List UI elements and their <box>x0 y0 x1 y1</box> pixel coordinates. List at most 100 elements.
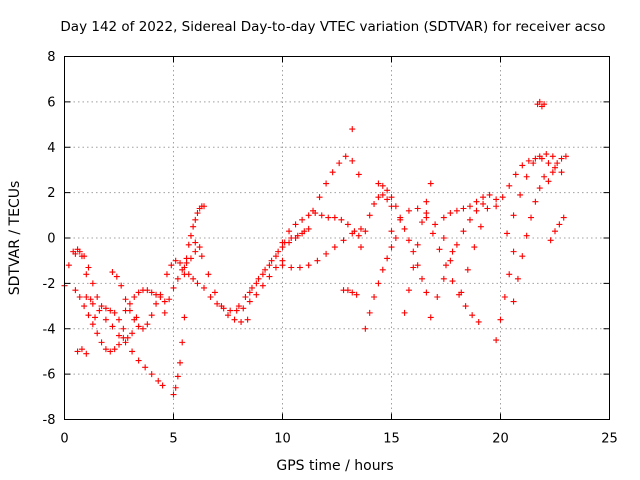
x-tick-label: 10 <box>274 432 291 447</box>
data-point <box>118 282 125 289</box>
series-track-22 <box>357 191 395 251</box>
data-point <box>85 312 92 319</box>
data-point <box>423 289 430 296</box>
data-point <box>253 280 260 287</box>
data-point <box>344 221 351 228</box>
data-point <box>429 230 436 237</box>
data-point <box>314 257 321 264</box>
data-point <box>371 293 378 300</box>
data-point <box>506 271 513 278</box>
data-point <box>449 278 456 285</box>
data-point <box>466 216 473 223</box>
data-point <box>545 160 552 167</box>
data-point <box>388 228 395 235</box>
data-point <box>78 346 85 353</box>
data-point <box>552 164 558 171</box>
data-point <box>543 151 550 158</box>
data-point <box>85 264 92 271</box>
data-point <box>129 330 136 337</box>
data-point <box>443 262 449 269</box>
data-point <box>170 391 177 398</box>
data-point <box>392 203 399 210</box>
data-point <box>211 289 218 296</box>
data-point <box>419 275 426 282</box>
data-point <box>177 259 184 266</box>
data-point <box>244 316 251 323</box>
data-point <box>161 309 168 316</box>
series-track-33 <box>510 173 548 305</box>
series-track-29 <box>440 191 500 221</box>
data-point <box>131 316 138 323</box>
data-point <box>519 253 526 260</box>
data-point <box>177 359 184 366</box>
data-point <box>536 185 543 192</box>
data-point <box>366 212 373 219</box>
data-point <box>379 191 386 198</box>
data-point <box>227 307 234 314</box>
data-point <box>279 239 286 246</box>
series-track-19 <box>310 153 362 214</box>
data-point <box>357 244 364 251</box>
data-point <box>405 237 412 244</box>
data-point <box>94 330 101 337</box>
data-point <box>469 312 476 319</box>
grid-lines <box>64 56 610 420</box>
data-point <box>449 248 456 255</box>
series-track-08 <box>159 382 166 389</box>
data-point <box>499 194 506 201</box>
data-point <box>148 371 155 378</box>
data-point <box>109 323 116 330</box>
data-point <box>159 382 166 389</box>
series-track-26 <box>388 205 456 255</box>
series-track-32 <box>493 155 565 210</box>
data-point <box>183 255 190 262</box>
data-point <box>153 300 160 307</box>
data-point <box>473 207 480 214</box>
data-point <box>155 377 162 384</box>
data-point <box>410 264 417 271</box>
series-track-25 <box>401 180 434 316</box>
data-point <box>166 296 173 303</box>
series-track-28 <box>427 200 487 321</box>
axis-ticks: 0 5 10 15 20 25 -8 -6 -4 -2 0 2 4 6 8 <box>43 50 618 447</box>
data-point <box>98 339 105 346</box>
data-point <box>168 262 175 269</box>
x-tick-label: 20 <box>492 432 509 447</box>
data-point <box>552 228 558 235</box>
data-point <box>331 244 338 251</box>
data-point <box>349 157 356 164</box>
data-point <box>92 314 99 321</box>
data-point <box>401 309 408 316</box>
data-point <box>74 348 81 355</box>
data-point <box>242 293 249 300</box>
data-point <box>65 262 72 269</box>
data-point <box>519 162 526 169</box>
series-track-04 <box>74 346 90 357</box>
data-point <box>497 316 504 323</box>
data-point <box>558 169 565 176</box>
data-point <box>405 287 412 294</box>
x-axis-label: GPS time / hours <box>276 458 393 474</box>
data-point <box>480 200 487 207</box>
data-point <box>493 337 500 344</box>
data-point <box>423 198 430 205</box>
data-point <box>83 271 90 278</box>
data-point <box>336 160 343 167</box>
data-point <box>205 271 212 278</box>
data-point <box>384 187 391 194</box>
data-point <box>266 262 273 269</box>
data-point <box>536 153 543 160</box>
data-point <box>238 318 245 325</box>
data-point <box>144 287 151 294</box>
data-point <box>111 309 118 316</box>
data-point <box>81 303 88 310</box>
data-point <box>355 232 362 239</box>
data-point <box>153 291 160 298</box>
data-point <box>94 293 101 300</box>
data-point <box>388 194 395 201</box>
data-point <box>375 194 382 201</box>
data-point <box>362 325 369 332</box>
data-point <box>554 160 561 167</box>
series-track-13 <box>192 239 251 325</box>
